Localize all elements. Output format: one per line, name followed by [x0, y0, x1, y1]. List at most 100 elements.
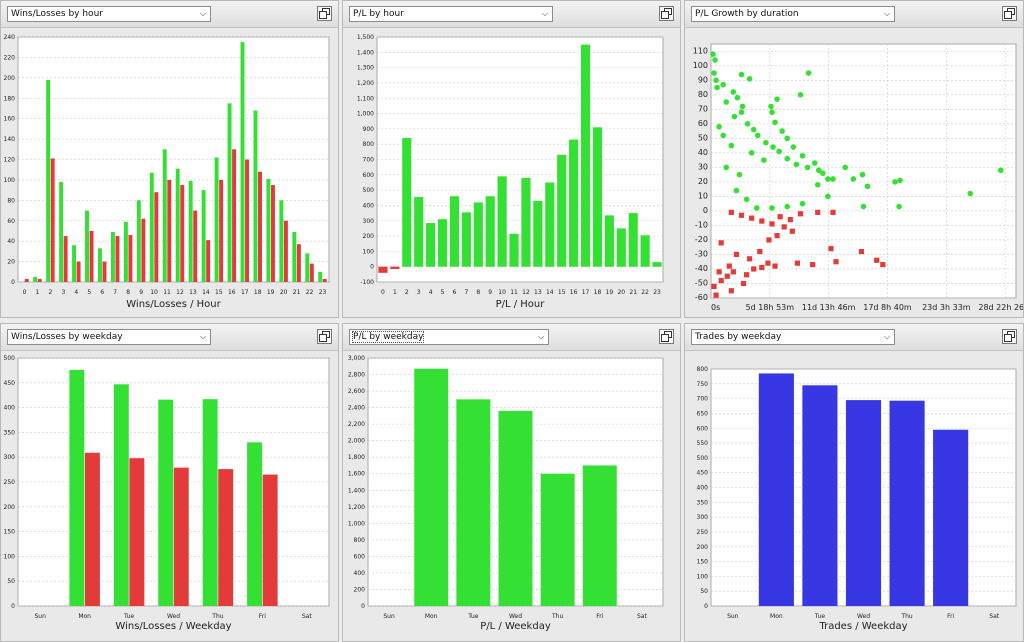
y-tick-label: 3,000: [348, 355, 365, 362]
y-tick-label: 200: [4, 504, 16, 511]
x-tick-label: 18: [594, 289, 602, 296]
bar: [540, 473, 575, 606]
bar: [461, 212, 471, 267]
scatter-point: [830, 176, 836, 182]
plot-area: [17, 36, 330, 283]
x-tick-label: 16: [228, 289, 236, 296]
bar: [545, 182, 555, 267]
x-tick-label: 7: [464, 289, 468, 296]
scatter-point: [728, 209, 734, 215]
scatter-point: [772, 263, 778, 269]
scatter-point: [772, 119, 778, 126]
scatter-point: [766, 237, 772, 243]
x-tick-label: Wed: [509, 613, 522, 620]
scatter-point: [830, 209, 836, 215]
x-tick-label: Fri: [947, 613, 954, 620]
chevron-down-icon: ⌵: [541, 9, 549, 18]
popout-window-button[interactable]: [317, 329, 332, 344]
chevron-down-icon: ⌵: [883, 9, 891, 18]
scatter-point: [730, 89, 737, 95]
x-tick-label: 20: [280, 289, 288, 296]
pl-by-weekday-chart: 0 200 400 600 800 1,000 1,200 1,400 1,600 1,800 2,…: [348, 355, 664, 632]
y-tick-label: 300: [363, 218, 375, 225]
y-tick-label: 300: [697, 514, 709, 521]
bar: [509, 233, 519, 267]
scatter-point: [810, 262, 816, 268]
x-tick-label: 9: [488, 289, 492, 296]
y-tick-label: 1,100: [357, 95, 374, 102]
x-tick-label: Thu: [900, 613, 912, 620]
y-tick-label: 10: [698, 191, 708, 200]
x-tick-label: Sun: [727, 613, 739, 620]
scatter-point: [730, 269, 736, 275]
y-tick-label: -30: [695, 249, 708, 258]
scatter-point: [731, 113, 738, 120]
scatter-point: [769, 109, 775, 116]
x-tick-label: 22: [306, 289, 314, 296]
y-tick-label: 100: [4, 553, 16, 560]
scatter-point: [842, 164, 848, 171]
y-tick-label: 0: [370, 264, 374, 271]
y-tick-label: 450: [697, 470, 709, 477]
chevron-down-icon: ⌵: [883, 332, 891, 341]
y-tick-label: -10: [695, 220, 708, 229]
scatter-point: [743, 196, 750, 203]
bar-secondary: [102, 261, 107, 282]
popout-window-button[interactable]: [659, 329, 674, 344]
y-tick-label: 140: [4, 136, 16, 143]
wins-losses-by-weekday-chart: 0 50 100 150 200 250 300 350 400 450 500 Wins/Losse…: [4, 355, 330, 632]
scatter-point: [711, 70, 717, 76]
y-tick-label: 900: [363, 126, 375, 133]
y-tick-label: -50: [695, 278, 708, 287]
popout-window-button[interactable]: [1002, 6, 1017, 21]
chevron-down-icon: ⌵: [199, 332, 207, 341]
scatter-point: [744, 121, 751, 127]
bar-secondary: [167, 179, 172, 282]
y-tick-label: 200: [4, 75, 16, 82]
chart-type-select[interactable]: P/L by hour ⌵: [349, 6, 553, 22]
bar: [557, 154, 567, 267]
bar: [498, 410, 533, 606]
scatter-point: [797, 211, 804, 217]
y-tick-label: 200: [697, 544, 709, 551]
scatter-point: [896, 203, 902, 210]
chart-type-select[interactable]: Wins/Losses by hour ⌵: [7, 6, 211, 22]
scatter-point: [724, 273, 730, 279]
x-tick-label: Mon: [770, 613, 783, 620]
chart-type-select[interactable]: P/L by weekday ⌵: [349, 329, 549, 345]
bar-secondary: [76, 261, 81, 282]
scatter-point: [779, 128, 785, 134]
scatter-point: [739, 103, 746, 110]
scatter-point: [733, 251, 740, 258]
bar: [46, 79, 51, 282]
y-tick-label: 1,400: [348, 487, 365, 494]
y-tick-label: 800: [354, 537, 366, 544]
bar-secondary: [129, 458, 145, 606]
y-tick-label: 1,300: [357, 65, 374, 72]
y-tick-label: 650: [697, 410, 709, 417]
x-tick-label: 5: [441, 289, 445, 296]
bar: [402, 138, 412, 267]
scatter-point: [738, 109, 745, 116]
bar: [266, 178, 271, 282]
popout-window-button[interactable]: [1002, 329, 1017, 344]
popout-window-button[interactable]: [659, 6, 674, 21]
scatter-point: [713, 77, 719, 84]
bar: [113, 384, 129, 606]
bar-secondary: [173, 467, 189, 606]
wins-losses-by-hour-panel: Wins/Losses by hour ⌵ 0 20 40 60 80 100 120 140 1…: [0, 0, 339, 318]
chart-type-select[interactable]: Wins/Losses by weekday ⌵: [7, 329, 211, 345]
popout-window-button[interactable]: [317, 6, 332, 21]
scatter-point: [736, 171, 743, 178]
x-tick-label: Fri: [259, 613, 266, 620]
chart-type-select[interactable]: P/L Growth by duration ⌵: [691, 6, 895, 22]
chart-type-select[interactable]: Trades by weekday ⌵: [691, 329, 895, 345]
bar: [521, 177, 531, 267]
bar: [33, 276, 38, 282]
scatter-point: [769, 205, 775, 211]
bar-secondary: [206, 240, 211, 282]
x-tick-label: 15: [558, 289, 566, 296]
scatter-point: [743, 272, 750, 278]
bar-secondary: [322, 278, 327, 282]
scatter-point: [738, 71, 745, 78]
